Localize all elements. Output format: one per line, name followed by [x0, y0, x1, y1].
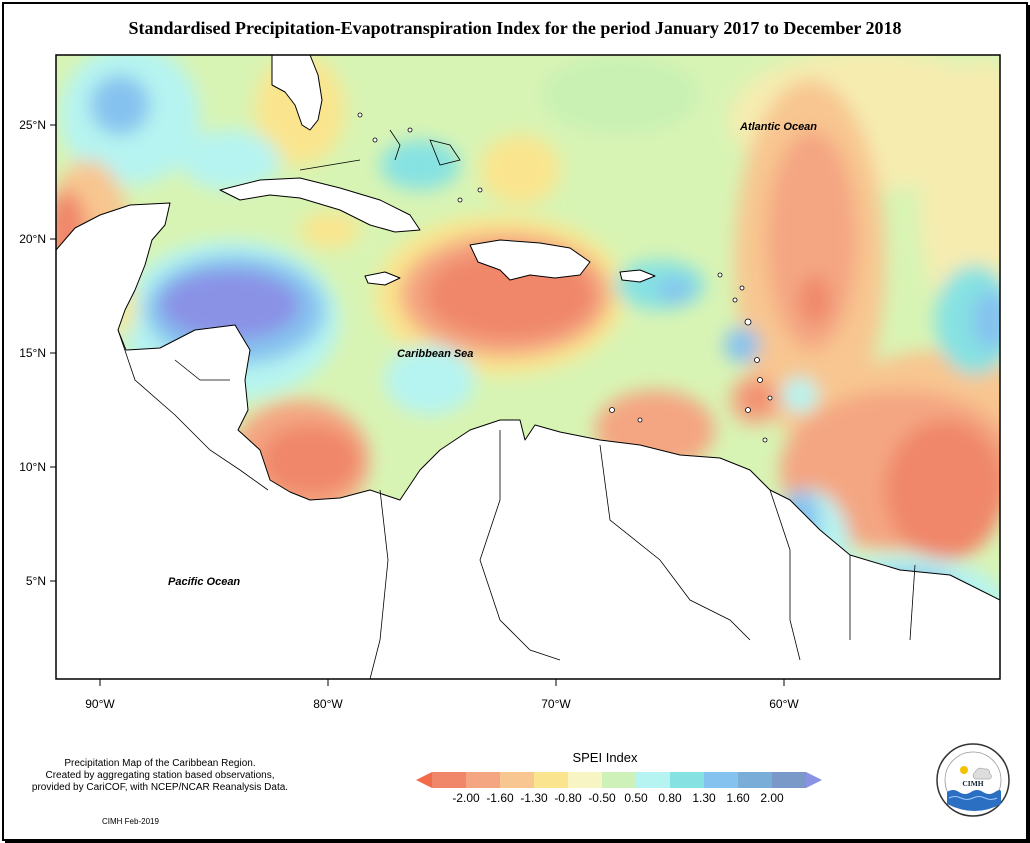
sun-icon: [960, 766, 968, 774]
lon-label: 60°W: [769, 697, 799, 711]
lat-label: 25°N: [19, 118, 46, 132]
map-title: Standardised Precipitation-Evapotranspir…: [128, 18, 902, 38]
cloud-icon: [972, 767, 992, 780]
legend-break-label: 0.80: [658, 791, 682, 805]
caribbean-sea-label: Caribbean Sea: [397, 348, 473, 360]
lon-label: 80°W: [313, 697, 343, 711]
logo-text: CIMH: [962, 779, 983, 788]
lat-label: 15°N: [19, 346, 46, 360]
footnote-line: Precipitation Map of the Caribbean Regio…: [64, 758, 256, 769]
longitude-axis: 90°W 80°W 70°W 60°W: [85, 679, 799, 711]
cimh-logo: CIMH: [936, 743, 1010, 817]
plot-border: [55, 54, 1001, 680]
legend-break-label: 1.60: [726, 791, 750, 805]
legend-swatch: [704, 772, 738, 788]
legend-swatch: [738, 772, 772, 788]
legend-swatch: [772, 772, 806, 788]
legend-swatch: [534, 772, 568, 788]
legend-break-label: 2.00: [760, 791, 784, 805]
lon-label: 70°W: [541, 697, 571, 711]
legend-colorbar: [416, 772, 822, 788]
legend-swatch: [670, 772, 704, 788]
legend-break-label: 0.50: [624, 791, 648, 805]
legend-break-label: -1.30: [520, 791, 548, 805]
lat-label: 5°N: [26, 574, 46, 588]
legend-overflow-arrow: [806, 772, 822, 788]
legend-swatch: [602, 772, 636, 788]
land-masses: [56, 55, 1000, 679]
lon-label: 90°W: [85, 697, 115, 711]
legend-break-label: -0.80: [554, 791, 582, 805]
footnote-line: provided by CariCOF, with NCEP/NCAR Rean…: [31, 782, 289, 793]
atlantic-ocean-label: Atlantic Ocean: [739, 121, 817, 133]
legend: SPEI Index -2.00 -1.60 -1.30 -0.80 -0.50 0.50…: [416, 750, 822, 805]
latitude-axis: 25°N 20°N 15°N 10°N 5°N: [19, 118, 56, 588]
legend-swatch: [500, 772, 534, 788]
legend-swatch: [432, 772, 466, 788]
legend-swatch: [636, 772, 670, 788]
legend-underflow-arrow: [416, 772, 432, 788]
borders: [117, 129, 916, 679]
legend-title: SPEI Index: [572, 750, 638, 765]
legend-break-label: -1.60: [486, 791, 514, 805]
footnote-line: Created by aggregating station based obs…: [45, 770, 275, 781]
lat-label: 10°N: [19, 460, 46, 474]
legend-swatch: [568, 772, 602, 788]
wave-icon: [947, 790, 1001, 811]
pacific-ocean-label: Pacific Ocean: [168, 576, 240, 588]
legend-break-labels: -2.00 -1.60 -1.30 -0.80 -0.50 0.50 0.80 1.30 1.6…: [452, 791, 784, 805]
spei-field: [56, 55, 1000, 679]
credit-text: CIMH Feb-2019: [102, 817, 159, 826]
legend-break-label: 1.30: [692, 791, 716, 805]
footnote: Precipitation Map of the Caribbean Regio…: [20, 758, 300, 794]
legend-break-label: -0.50: [588, 791, 616, 805]
islands: [357, 112, 773, 443]
legend-swatch: [466, 772, 500, 788]
lat-label: 20°N: [19, 232, 46, 246]
legend-break-label: -2.00: [452, 791, 480, 805]
